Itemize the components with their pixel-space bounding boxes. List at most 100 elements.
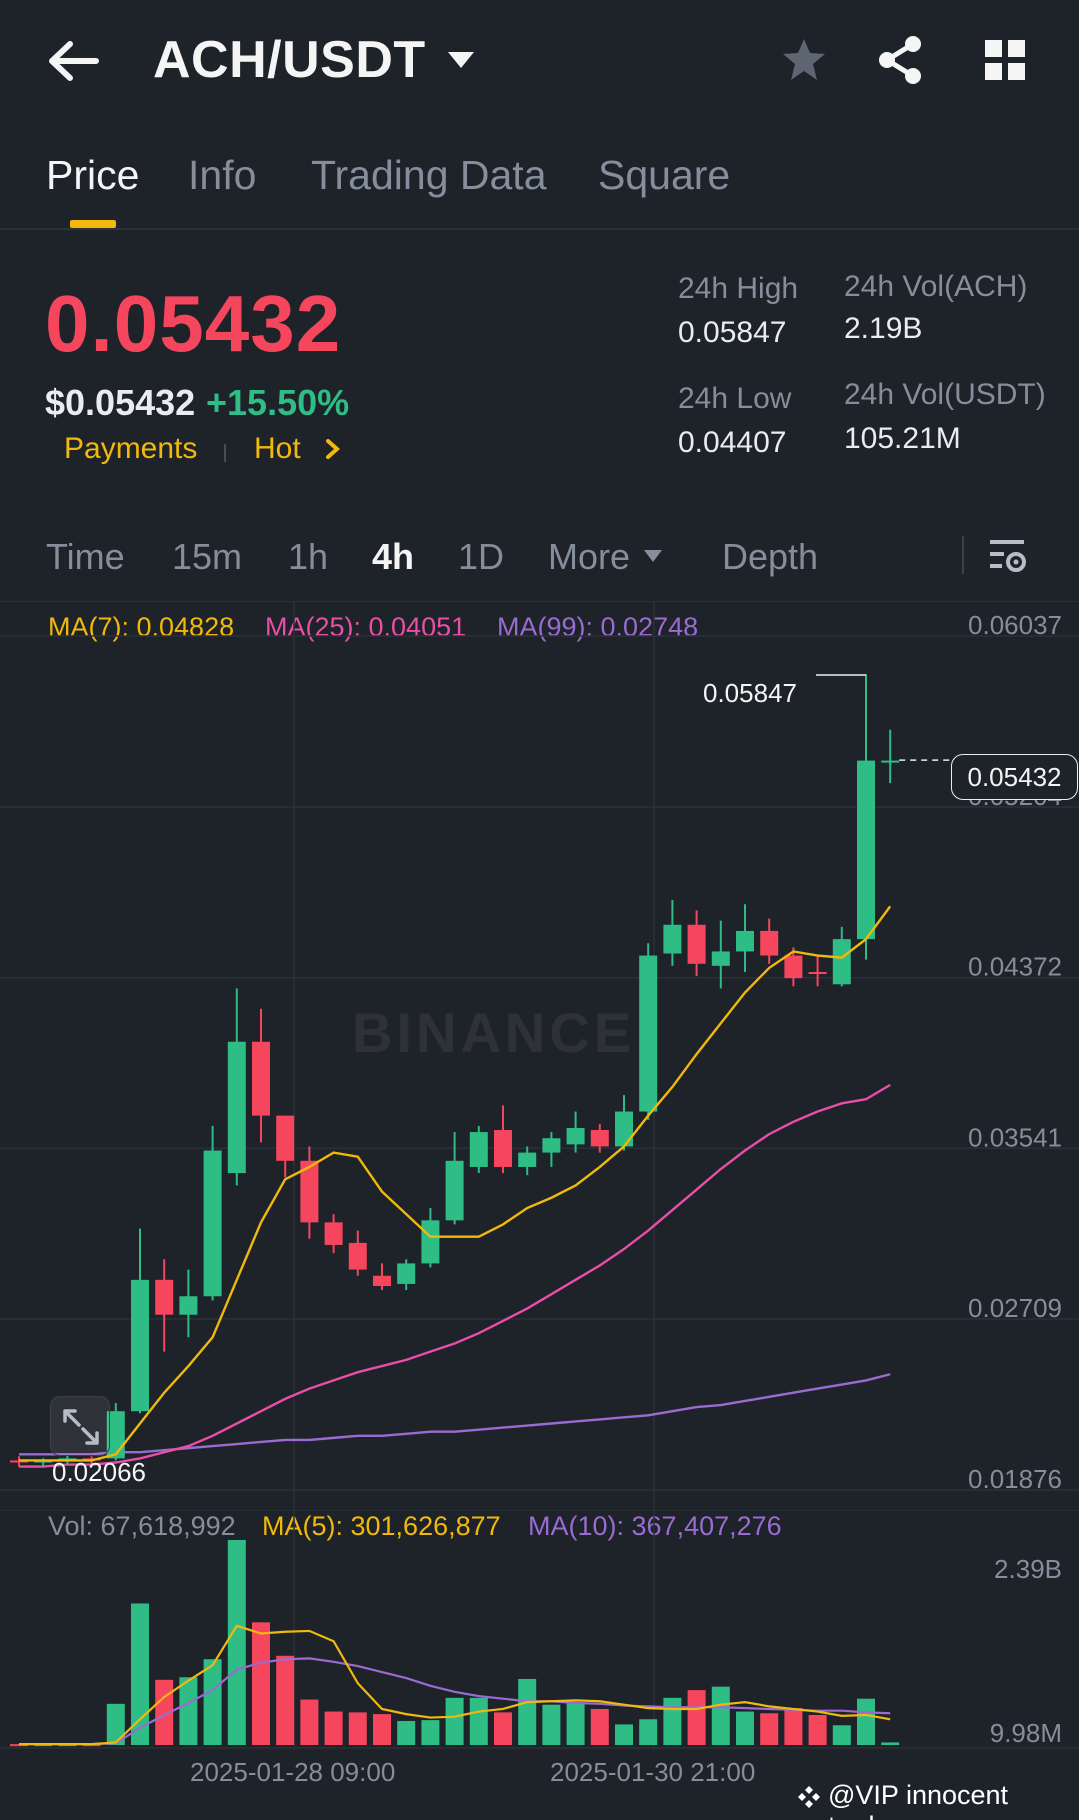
candle-body: [397, 1263, 416, 1284]
candle-body: [832, 939, 851, 985]
interval-time[interactable]: Time: [46, 536, 125, 577]
volume-bar: [832, 1725, 851, 1745]
interval-1d[interactable]: 1D: [458, 536, 505, 577]
volume-bar: [615, 1724, 633, 1745]
tab-depth[interactable]: Depth: [722, 536, 819, 577]
y-axis-label: 0.03541: [968, 1122, 1062, 1152]
stat-24h-vol-base-value: 2.19B: [844, 312, 923, 345]
volume-bar: [106, 1703, 125, 1745]
active-tab-indicator: [70, 220, 116, 228]
candle-body: [421, 1220, 440, 1264]
volume-bar: [881, 1742, 900, 1745]
chart-settings-icon[interactable]: [986, 536, 1028, 576]
volume-chart[interactable]: 2.39B 9.98M: [0, 1510, 1079, 1750]
volume-bar: [397, 1720, 416, 1745]
candle-body: [857, 760, 875, 940]
volume-bar: [518, 1678, 537, 1745]
interval-15m[interactable]: 15m: [172, 536, 243, 577]
volume-y-axis-label: 9.98M: [990, 1718, 1062, 1748]
back-arrow-icon[interactable]: [46, 38, 102, 84]
candle-body: [663, 924, 682, 954]
share-icon[interactable]: [875, 34, 925, 86]
volume-bar: [687, 1690, 706, 1745]
low-marker-label: 0.02066: [52, 1457, 146, 1487]
candle-body: [469, 1132, 488, 1167]
candle-body: [445, 1160, 464, 1221]
stat-24h-vol-quote-value: 105.21M: [844, 422, 961, 455]
ma7-line: [19, 905, 892, 1462]
tab-price[interactable]: Price: [46, 152, 140, 198]
ma25-legend: MA(25): 0.04051: [265, 612, 467, 642]
volume-bar: [784, 1708, 803, 1745]
volume-bar: [494, 1712, 512, 1745]
candle-body: [518, 1152, 537, 1167]
volume-bar: [179, 1677, 198, 1745]
candle-body: [494, 1130, 512, 1167]
y-axis-label: 0.06037: [968, 610, 1062, 640]
candle-body: [252, 1041, 270, 1116]
volume-bar: [300, 1699, 319, 1745]
candle-body: [106, 1411, 125, 1459]
candle-body: [227, 1041, 246, 1174]
volume-ma5-line: [19, 1624, 891, 1746]
volume-bar: [711, 1686, 730, 1745]
candle-body: [179, 1296, 198, 1315]
volume-bar: [227, 1540, 246, 1745]
favorite-star-icon[interactable]: [780, 36, 828, 84]
candle-body: [566, 1127, 585, 1145]
candle-body: [373, 1275, 391, 1286]
volume-bar: [542, 1704, 561, 1745]
section-tabs: Price Info Trading Data Square: [0, 140, 1079, 230]
more-dropdown-caret-icon[interactable]: [642, 548, 664, 564]
volume-bar: [760, 1713, 779, 1745]
binance-logo-icon: [798, 1786, 820, 1808]
candle-body: [881, 760, 900, 763]
ma25-line: [19, 1083, 891, 1468]
interval-1h[interactable]: 1h: [288, 536, 329, 577]
volume-bar: [663, 1697, 682, 1745]
candle-body: [784, 955, 803, 979]
stat-24h-vol-base-label: 24h Vol(ACH): [844, 270, 1028, 303]
candle-body: [324, 1222, 343, 1245]
pair-dropdown-caret-icon[interactable]: [446, 48, 476, 72]
pair-title[interactable]: ACH/USDT: [153, 31, 426, 89]
top-bar: ACH/USDT: [0, 0, 1079, 125]
layout-grid-icon[interactable]: [983, 38, 1027, 82]
expand-chart-button[interactable]: [50, 1396, 110, 1456]
interval-bar-divider: [0, 601, 1079, 602]
candle-body: [760, 930, 779, 956]
volume-ma10-legend: MA(10): 367,407,276: [528, 1511, 782, 1541]
volume-bar: [808, 1714, 827, 1745]
stat-24h-vol-quote-label: 24h Vol(USDT): [844, 378, 1046, 411]
volume-ma10-line: [19, 1657, 891, 1746]
volume-bar: [736, 1711, 754, 1745]
chevron-right-icon[interactable]: [322, 436, 344, 462]
tag-payments[interactable]: Payments: [64, 432, 198, 465]
volume-ma5-legend: MA(5): 301,626,877: [262, 1511, 501, 1541]
tab-info[interactable]: Info: [188, 152, 257, 198]
volume-bar: [421, 1720, 440, 1745]
y-axis-label: 0.04372: [968, 952, 1062, 982]
candle-body: [155, 1279, 174, 1315]
y-axis-label: 0.02709: [968, 1293, 1062, 1323]
interval-more[interactable]: More: [548, 536, 631, 577]
x-axis-date-2: 2025-01-30 21:00: [550, 1757, 756, 1787]
tab-trading-data[interactable]: Trading Data: [311, 152, 547, 198]
candle-body: [542, 1138, 561, 1153]
volume-bar: [373, 1714, 391, 1745]
candle-body: [300, 1160, 319, 1223]
tag-separator: [224, 444, 226, 462]
candle-body: [203, 1150, 222, 1297]
volume-bar: [252, 1622, 270, 1745]
candle-body: [639, 955, 658, 1112]
interval-4h[interactable]: 4h: [372, 536, 415, 577]
price-change-percent: +15.50%: [206, 382, 350, 423]
volume-bar: [203, 1659, 222, 1745]
current-price-tag[interactable]: 0.05432: [951, 754, 1078, 800]
last-price: 0.05432: [45, 279, 342, 368]
stat-24h-high-value: 0.05847: [678, 316, 787, 349]
tag-hot[interactable]: Hot: [254, 432, 301, 465]
volume-bar: [857, 1698, 875, 1745]
tab-square[interactable]: Square: [598, 152, 731, 198]
candle-body: [590, 1130, 609, 1147]
